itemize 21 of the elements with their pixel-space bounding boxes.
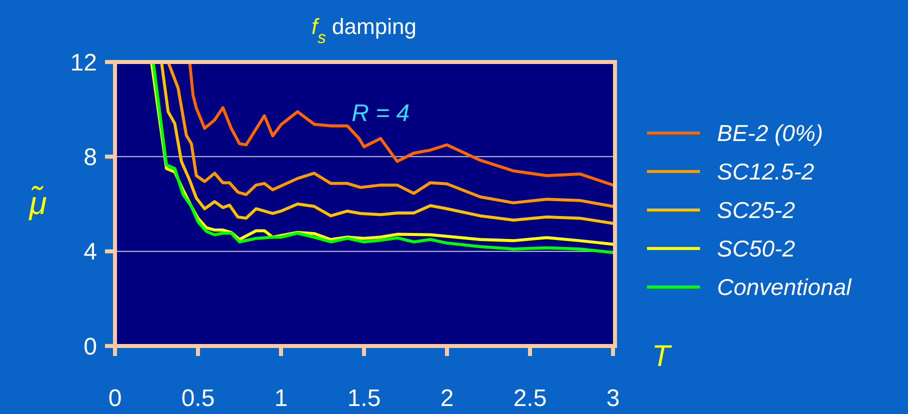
x-tick-label: 0.5: [181, 385, 215, 412]
x-tick-label: 1.5: [347, 385, 381, 412]
annotation: R = 4: [352, 100, 410, 128]
legend-label: BE-2 (0%): [717, 120, 824, 146]
y-tick-label: 4: [84, 238, 97, 266]
legend-label: SC12.5-2: [717, 158, 814, 185]
legend-label: SC50-2: [717, 236, 796, 262]
x-tick-label: 1: [274, 385, 288, 412]
legend-label: Conventional: [717, 274, 852, 300]
legend-label: SC25-2: [717, 197, 796, 224]
y-tick-label: 0: [84, 333, 97, 360]
line-series: [188, 62, 613, 187]
y-tick-label: 12: [70, 49, 97, 76]
x-tick-label: 3: [606, 385, 620, 412]
y-axis-title: μ̃: [28, 185, 48, 221]
x-axis-title: T: [652, 340, 673, 373]
x-tick-label: 2: [440, 385, 454, 412]
x-tick-label: 2.5: [513, 385, 547, 412]
chart-title: f$_{s}$ damping: [312, 14, 416, 47]
x-tick-label: 0: [108, 385, 122, 412]
y-tick-label: 8: [84, 144, 97, 172]
